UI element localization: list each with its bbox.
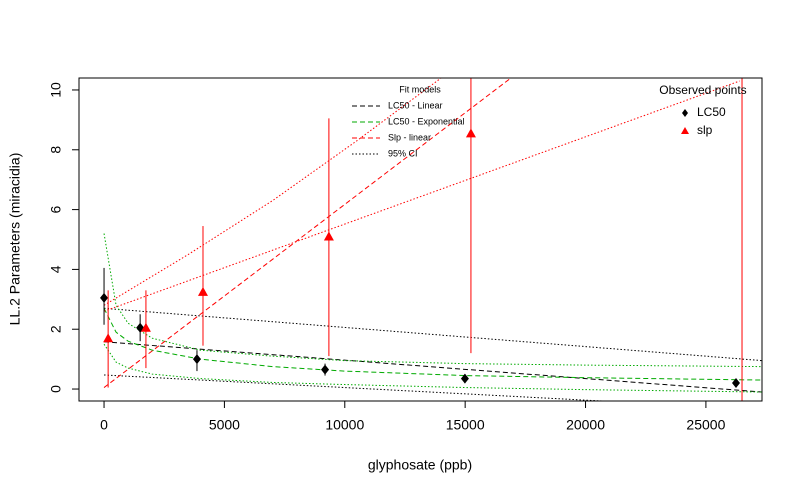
x-axis-label: glyphosate (ppb): [368, 457, 472, 473]
fit-line: [103, 343, 762, 393]
data-point: [100, 292, 109, 303]
legend-label: LC50: [697, 105, 726, 119]
fit-line: [103, 307, 762, 362]
y-tick-label: 8: [48, 146, 64, 154]
fit-line: [103, 341, 762, 393]
x-tick-label: 25000: [686, 417, 725, 433]
x-tick-label: 15000: [446, 417, 485, 433]
data-point: [140, 322, 151, 332]
x-tick-label: 10000: [325, 417, 364, 433]
y-tick-label: 4: [48, 265, 64, 273]
fit-line: [103, 78, 442, 306]
data-point: [731, 378, 740, 389]
data-point: [197, 286, 208, 296]
legend-label: LC50 - Exponential: [388, 116, 465, 126]
fit-line: [103, 308, 762, 381]
legend-label: Slp - linear: [388, 132, 431, 142]
fit-line: [103, 78, 512, 388]
legend-title: Observed points: [659, 83, 746, 97]
data-point: [103, 333, 114, 343]
plot-area: [100, 78, 762, 401]
data-point: [465, 128, 476, 138]
y-axis-label: LL.2 Parameters (miracidia): [7, 153, 23, 326]
data-point: [321, 364, 330, 375]
data-point: [460, 373, 469, 384]
legend-marker: [681, 127, 689, 134]
x-tick-label: 20000: [566, 417, 605, 433]
x-tick-label: 0: [100, 417, 108, 433]
fit-line: [103, 233, 762, 368]
x-tick-label: 5000: [209, 417, 240, 433]
legend-title: Fit models: [399, 84, 441, 94]
data-point: [323, 231, 334, 241]
legend-label: 95% CI: [388, 148, 418, 158]
legend-label: LC50 - Linear: [388, 100, 443, 110]
legend-marker: [682, 109, 688, 117]
fit-line: [104, 374, 612, 401]
y-tick-label: 10: [48, 82, 64, 98]
fit-line: [103, 80, 740, 312]
legend-label: slp: [697, 123, 713, 137]
y-tick-label: 6: [48, 205, 64, 213]
y-tick-label: 2: [48, 325, 64, 333]
y-tick-label: 0: [48, 385, 64, 393]
data-point: [192, 354, 201, 365]
